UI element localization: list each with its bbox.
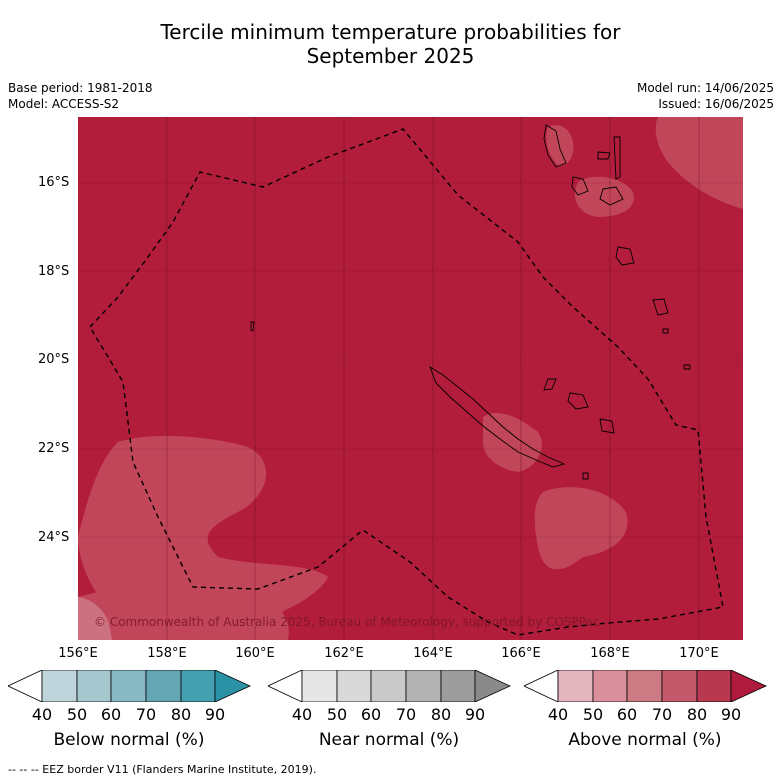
- near-tick-50: 50: [326, 705, 348, 724]
- lon-label-166e: 166°E: [501, 646, 541, 661]
- lat-label-16s: 16°S: [38, 175, 70, 190]
- above-tick-40: 40: [547, 705, 569, 724]
- lon-label-168e: 168°E: [590, 646, 630, 661]
- above-tick-50: 50: [582, 705, 604, 724]
- copyright-notice: © Commonwealth of Australia 2025, Bureau…: [94, 615, 599, 629]
- colorbar-below-bin-50-60: [76, 670, 112, 702]
- lon-label-170e: 170°E: [679, 646, 719, 661]
- colorbar-below-normal: [8, 670, 251, 702]
- model-run: Model run: 14/06/2025: [636, 81, 774, 95]
- below-tick-90: 90: [204, 705, 226, 724]
- meta-left: Base period: 1981-2018 Model: ACCESS-S2: [8, 80, 153, 112]
- near-tick-90: 90: [464, 705, 486, 724]
- colorbar-near-bin-70-80: [405, 670, 442, 702]
- below-tick-70: 70: [135, 705, 157, 724]
- colorbar-above-bin-80-90: [696, 670, 732, 702]
- above-tick-80: 80: [686, 705, 708, 724]
- colorbar-above-arrow-left: [524, 670, 559, 702]
- shade-zone-northeast: [655, 117, 743, 209]
- colorbar-above-title: Above normal (%): [568, 730, 722, 750]
- colorbar-above-normal: [524, 670, 767, 702]
- colorbar-below-arrow-right: [214, 670, 251, 702]
- above-tick-60: 60: [616, 705, 638, 724]
- near-tick-40: 40: [291, 705, 313, 724]
- issued-date: Issued: 16/06/2025: [658, 97, 774, 111]
- eez-border: [89, 128, 724, 636]
- isle-of-pines: [582, 472, 589, 480]
- below-tick-80: 80: [170, 705, 192, 724]
- colorbar-near-normal: [268, 670, 511, 702]
- shade-zone-southeast: [534, 487, 628, 570]
- title-line-1: Tercile minimum temperature probabilitie…: [160, 20, 621, 44]
- malekula: [571, 176, 589, 196]
- colorbar-above-bin-40-50: [557, 670, 594, 702]
- loyalty-island-3: [599, 418, 615, 434]
- base-period: Base period: 1981-2018: [8, 81, 153, 95]
- chesterfield-island: [250, 321, 255, 332]
- colorbar-below-bin-80-90: [180, 670, 216, 702]
- colorbar-near-bin-80-90: [440, 670, 476, 702]
- loyalty-island-1: [543, 378, 557, 391]
- shade-zone-new-caledonia: [483, 412, 542, 472]
- colorbar-below-arrow-left: [8, 670, 43, 702]
- below-tick-60: 60: [100, 705, 122, 724]
- near-tick-80: 80: [430, 705, 452, 724]
- espiritu-santo: [543, 124, 567, 168]
- efate: [599, 186, 624, 206]
- eez-legend-note: -- -- -- EEZ border V11 (Flanders Marine…: [8, 763, 317, 776]
- shade-zone-south: [78, 583, 289, 640]
- model-name: Model: ACCESS-S2: [8, 97, 120, 111]
- map-title: Tercile minimum temperature probabilitie…: [0, 20, 781, 68]
- lat-label-24s: 24°S: [38, 530, 70, 545]
- near-tick-60: 60: [360, 705, 382, 724]
- colorbar-below-title: Below normal (%): [53, 730, 205, 750]
- lon-label-160e: 160°E: [235, 646, 275, 661]
- lon-label-156e: 156°E: [58, 646, 98, 661]
- colorbar-below-bin-60-70: [110, 670, 147, 702]
- aneityum: [662, 328, 669, 334]
- lat-label-22s: 22°S: [38, 441, 70, 456]
- lon-label-158e: 158°E: [147, 646, 187, 661]
- erromango: [615, 246, 635, 266]
- coastlines: [250, 124, 691, 480]
- colorbar-near-arrow-right: [474, 670, 511, 702]
- shade-zone-vanuatu-north: [546, 125, 574, 166]
- colorbar-above-bin-60-70: [626, 670, 663, 702]
- title-line-2: September 2025: [306, 44, 475, 68]
- colorbar-near-bin-40-50: [301, 670, 338, 702]
- colorbar-below-bin-40-50: [41, 670, 78, 702]
- below-tick-50: 50: [66, 705, 88, 724]
- lat-label-18s: 18°S: [38, 264, 70, 279]
- colorbar-near-bin-60-70: [370, 670, 407, 702]
- above-tick-70: 70: [651, 705, 673, 724]
- shade-zone-vanuatu: [574, 176, 634, 217]
- meta-right: Model run: 14/06/2025 Issued: 16/06/2025: [637, 80, 774, 112]
- colorbar-above-arrow-right: [730, 670, 767, 702]
- probability-map[interactable]: © Commonwealth of Australia 2025, Bureau…: [78, 117, 743, 640]
- colorbar-above-bin-50-60: [592, 670, 628, 702]
- matthew-island: [683, 364, 691, 370]
- colorbar-near-bin-50-60: [336, 670, 372, 702]
- new-caledonia-coast: [429, 365, 566, 468]
- colorbar-below-bin-70-80: [145, 670, 182, 702]
- colorbar-near-arrow-left: [268, 670, 303, 702]
- colorbar-above-bin-70-80: [661, 670, 698, 702]
- vanuatu-north-islands: [597, 136, 621, 180]
- lat-label-20s: 20°S: [38, 352, 70, 367]
- lon-label-162e: 162°E: [324, 646, 364, 661]
- above-tick-90: 90: [720, 705, 742, 724]
- shade-zone-southwest-corner: [78, 597, 112, 640]
- below-tick-40: 40: [31, 705, 53, 724]
- tanna: [652, 298, 669, 316]
- colorbar-near-title: Near normal (%): [318, 730, 460, 750]
- lon-label-164e: 164°E: [413, 646, 453, 661]
- near-tick-70: 70: [395, 705, 417, 724]
- map-gridlines: [78, 117, 743, 640]
- loyalty-island-2: [567, 392, 589, 410]
